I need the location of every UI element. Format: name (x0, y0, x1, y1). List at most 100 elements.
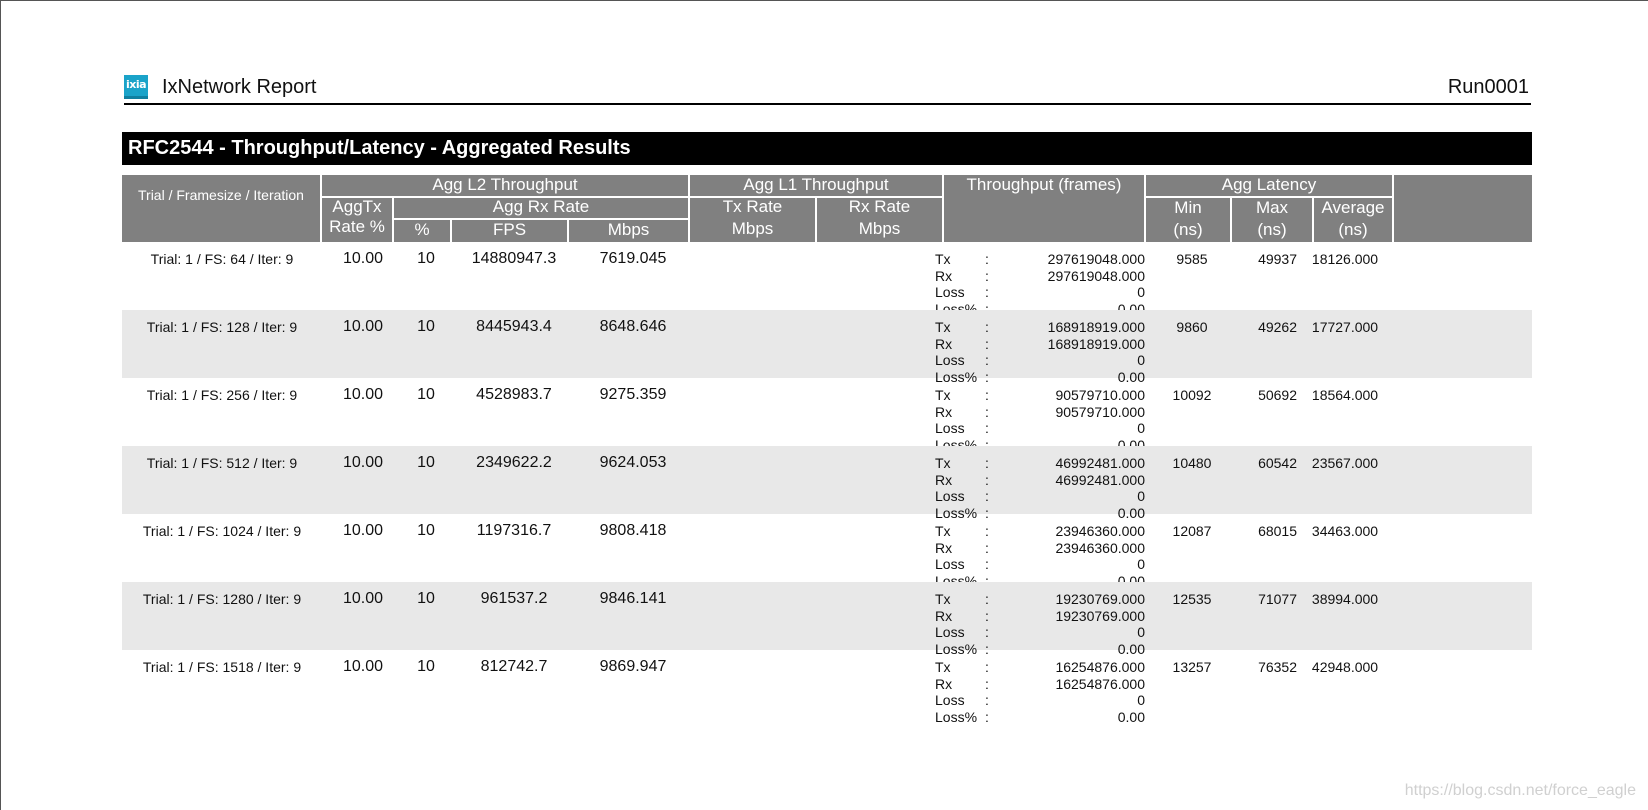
latency-avg-cell: 18126.000 (1311, 251, 1379, 267)
trial-cell: Trial: 1 / FS: 1518 / Iter: 9 (142, 659, 302, 675)
frames-rx-value: 46992481.000 (1055, 471, 1145, 488)
frames-tx-label: Tx (935, 659, 951, 675)
frames-colon: : (985, 335, 989, 352)
frames-tx-value: 16254876.000 (1055, 659, 1145, 675)
frames-loss-line: Loss: 0 (935, 624, 1145, 641)
frames-loss-label: Loss (935, 488, 965, 504)
frames-colon: : (985, 624, 989, 640)
latency-max-cell: 49937 (1258, 251, 1297, 267)
frames-tx-line: Tx: 168918919.000 (935, 319, 1145, 336)
frames-colon: : (985, 300, 989, 317)
header-divider (320, 175, 322, 242)
throughput-frames-cell: Tx: 90579710.000 Rx: 90579710.000 Loss: 0 Loss… (935, 387, 1145, 453)
frames-colon: : (985, 455, 989, 471)
logo-tagline-bar (124, 96, 148, 99)
frames-loss-pct-value: 0.00 (1117, 708, 1145, 725)
header-divider (1230, 197, 1232, 242)
table-row: Trial: 1 / FS: 128 / Iter: 9 10.00 10 84459… (122, 310, 1532, 385)
mbps-cell: 9808.418 (599, 522, 667, 539)
col-avg-header-line1: Average (1321, 198, 1385, 217)
frames-loss-line: Loss: 0 (935, 488, 1145, 505)
header-divider (688, 175, 690, 242)
frames-loss-value: 0 (1137, 624, 1145, 640)
frames-loss-label: Loss (935, 284, 965, 300)
mbps-cell: 9846.141 (599, 590, 667, 607)
throughput-frames-cell: Tx:19230769.000 Rx:19230769.000 Loss:0 Loss… (935, 591, 1145, 657)
frames-loss-line: Loss: 0 (935, 284, 1145, 301)
frames-colon: : (985, 591, 989, 607)
throughput-frames-cell: Tx:168918919.000 Rx:168918919.000 Loss:0 Lo… (935, 319, 1145, 385)
table-row: Trial: 1 / FS: 1280 / Iter: 9 10.00 10 9615… (122, 582, 1532, 657)
header-divider (1392, 175, 1394, 242)
fps-cell: 2349622.2 (476, 454, 552, 471)
frames-tx-value: 90579710.000 (1055, 387, 1145, 403)
frames-loss-pct-label: Loss% (935, 640, 978, 657)
frames-loss-line: Loss: 0 (935, 420, 1145, 437)
frames-colon: : (985, 319, 989, 335)
aggtx-rate-cell: 10.00 (342, 590, 384, 607)
aggtx-rate-cell: 10.00 (342, 522, 384, 539)
trial-cell: Trial: 1 / FS: 1024 / Iter: 9 (142, 523, 302, 539)
header-divider (450, 219, 452, 242)
latency-avg-cell: 23567.000 (1311, 455, 1379, 471)
frames-rx-label: Rx (935, 539, 953, 556)
frames-colon: : (985, 284, 989, 300)
table-row: Trial: 1 / FS: 256 / Iter: 9 10.00 10 45289… (122, 378, 1532, 453)
col-aggtx-header-line1: AggTx (332, 197, 382, 216)
frames-loss-pct-value: 0.00 (1117, 640, 1145, 657)
latency-avg-cell: 38994.000 (1311, 591, 1379, 607)
frames-loss-value: 0 (1137, 556, 1145, 572)
frames-loss-pct-line: Loss%: 0.00 (935, 641, 1145, 658)
frames-rx-line: Rx: 23946360.000 (935, 540, 1145, 557)
frames-colon: : (985, 708, 989, 725)
header-rule (392, 218, 688, 220)
frames-rx-label: Rx (935, 607, 953, 624)
aggtx-rate-cell: 10.00 (342, 454, 384, 471)
header-divider (942, 175, 944, 242)
trial-cell: Trial: 1 / FS: 64 / Iter: 9 (150, 251, 294, 267)
frames-tx-label: Tx (935, 387, 951, 403)
header-rule (1144, 196, 1392, 198)
col-tx-rate-header-line1: Tx Rate (722, 197, 783, 216)
table-row: Trial: 1 / FS: 64 / Iter: 9 10.00 10 148809… (122, 242, 1532, 317)
aggtx-rate-cell: 10.00 (342, 318, 384, 335)
frames-loss-label: Loss (935, 556, 965, 572)
latency-max-cell: 60542 (1258, 455, 1297, 471)
frames-rx-value: 16254876.000 (1055, 675, 1145, 692)
frames-rx-label: Rx (935, 403, 953, 420)
mbps-cell: 9869.947 (599, 658, 667, 675)
latency-min-cell: 13257 (1172, 659, 1212, 675)
frames-colon: : (985, 420, 989, 436)
header-rule (688, 196, 942, 198)
frames-colon: : (985, 387, 989, 403)
header-rule (320, 196, 688, 198)
aggtx-rate-cell: 10.00 (342, 386, 384, 403)
trial-cell: Trial: 1 / FS: 128 / Iter: 9 (146, 319, 298, 335)
frames-colon: : (985, 471, 989, 488)
frames-loss-line: Loss: 0 (935, 556, 1145, 573)
latency-min-cell: 10092 (1172, 387, 1212, 403)
pct-cell: 10 (417, 590, 435, 607)
frames-colon: : (985, 267, 989, 284)
header-divider (1144, 175, 1146, 242)
col-agg-l2-header: Agg L2 Throughput (432, 175, 578, 194)
latency-min-cell: 9860 (1176, 319, 1208, 335)
frames-colon: : (985, 403, 989, 420)
frames-rx-value: 19230769.000 (1055, 607, 1145, 624)
table-header: Trial / Framesize / Iteration Agg L2 Thr… (122, 175, 1532, 242)
latency-min-cell: 9585 (1176, 251, 1208, 267)
frames-rx-value: 23946360.000 (1055, 539, 1145, 556)
frames-loss-value: 0 (1137, 420, 1145, 436)
frames-rx-line: Rx: 46992481.000 (935, 472, 1145, 489)
mbps-cell: 9624.053 (599, 454, 667, 471)
frames-rx-label: Rx (935, 267, 953, 284)
col-rx-rate-header-line2: Mbps (858, 219, 901, 238)
frames-colon: : (985, 556, 989, 572)
latency-min-cell: 10480 (1172, 455, 1212, 471)
frames-rx-label: Rx (935, 675, 953, 692)
report-header: ixia IxNetwork Report Run0001 (124, 71, 1531, 105)
latency-min-cell: 12535 (1172, 591, 1212, 607)
pct-cell: 10 (417, 454, 435, 471)
frames-tx-value: 168918919.000 (1047, 319, 1145, 335)
latency-max-cell: 76352 (1258, 659, 1297, 675)
